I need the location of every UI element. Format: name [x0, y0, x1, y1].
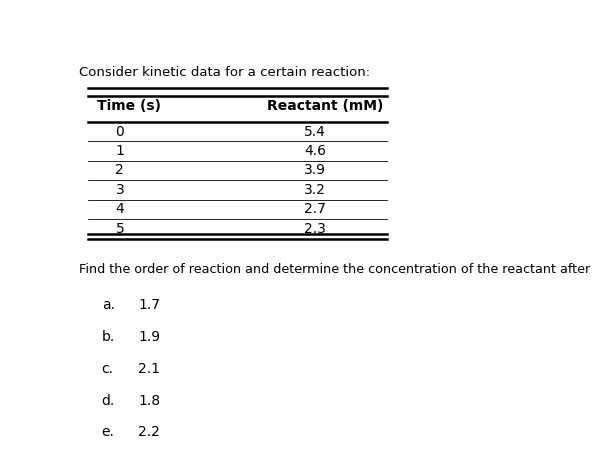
Text: 1.8: 1.8: [139, 393, 161, 408]
Text: a.: a.: [102, 298, 114, 312]
Text: b.: b.: [102, 330, 115, 344]
Text: 4: 4: [116, 202, 125, 216]
Text: 4.6: 4.6: [304, 144, 326, 158]
Text: e.: e.: [102, 425, 114, 439]
Text: Reactant (mM): Reactant (mM): [267, 99, 384, 113]
Text: 2.1: 2.1: [139, 362, 161, 376]
Text: 3: 3: [116, 183, 125, 197]
Text: 2.3: 2.3: [304, 222, 326, 236]
Text: 3.2: 3.2: [304, 183, 326, 197]
Text: 1.9: 1.9: [139, 330, 161, 344]
Text: c.: c.: [102, 362, 114, 376]
Text: 5.4: 5.4: [304, 125, 326, 139]
Text: 5: 5: [116, 222, 125, 236]
Text: 2.7: 2.7: [304, 202, 326, 216]
Text: 1: 1: [116, 144, 125, 158]
Text: 2.2: 2.2: [139, 425, 160, 439]
Text: Consider kinetic data for a certain reaction:: Consider kinetic data for a certain reac…: [79, 65, 370, 78]
Text: d.: d.: [102, 393, 115, 408]
Text: Time (s): Time (s): [97, 99, 161, 113]
Text: 1.7: 1.7: [139, 298, 161, 312]
Text: 0: 0: [116, 125, 125, 139]
Text: 3.9: 3.9: [304, 164, 326, 177]
Text: Find the order of reaction and determine the concentration of the reactant after: Find the order of reaction and determine…: [79, 263, 593, 276]
Text: 2: 2: [116, 164, 125, 177]
